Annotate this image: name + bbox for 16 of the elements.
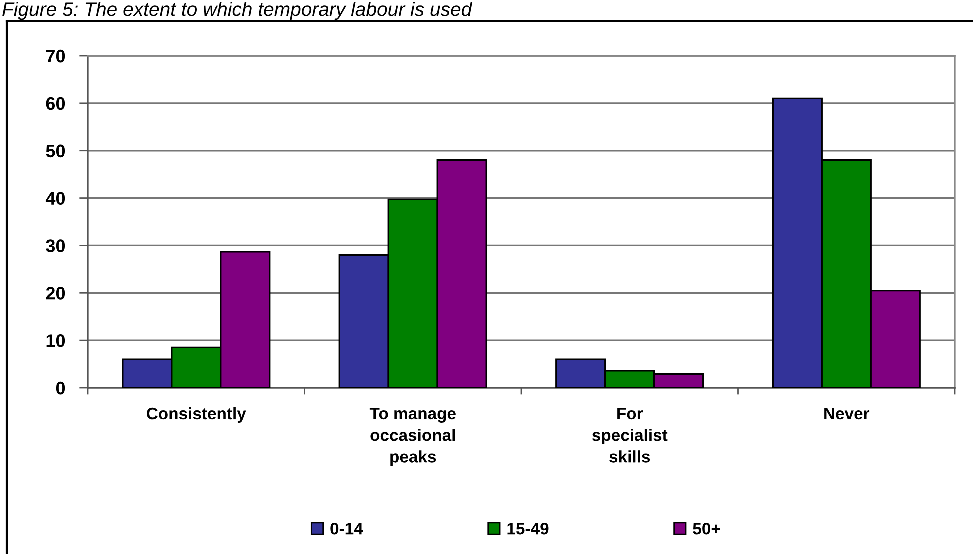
y-tick-label: 30 (46, 240, 66, 252)
y-tick-label: 0 (56, 382, 66, 395)
x-tick-label: Consistently (147, 407, 246, 423)
y-tick-label: 40 (46, 192, 66, 206)
chart-title: Figure 5: The extent to which temporary labour is used (2, 2, 473, 20)
y-tick-label: 50 (46, 144, 66, 158)
y-tick-label: 10 (46, 334, 66, 348)
x-tick-label: To manage occasional peaks (370, 408, 456, 466)
legend-label: 15-49 (508, 522, 549, 535)
y-tick-label: 20 (46, 287, 66, 300)
x-tick-label: For specialist skills (592, 408, 668, 463)
y-tick-label: 60 (46, 97, 66, 110)
legend-label: 0-14 (330, 522, 364, 535)
x-tick-label: Never (824, 408, 870, 420)
legend-label: 50+ (693, 522, 720, 535)
y-tick-label: 70 (46, 50, 66, 63)
